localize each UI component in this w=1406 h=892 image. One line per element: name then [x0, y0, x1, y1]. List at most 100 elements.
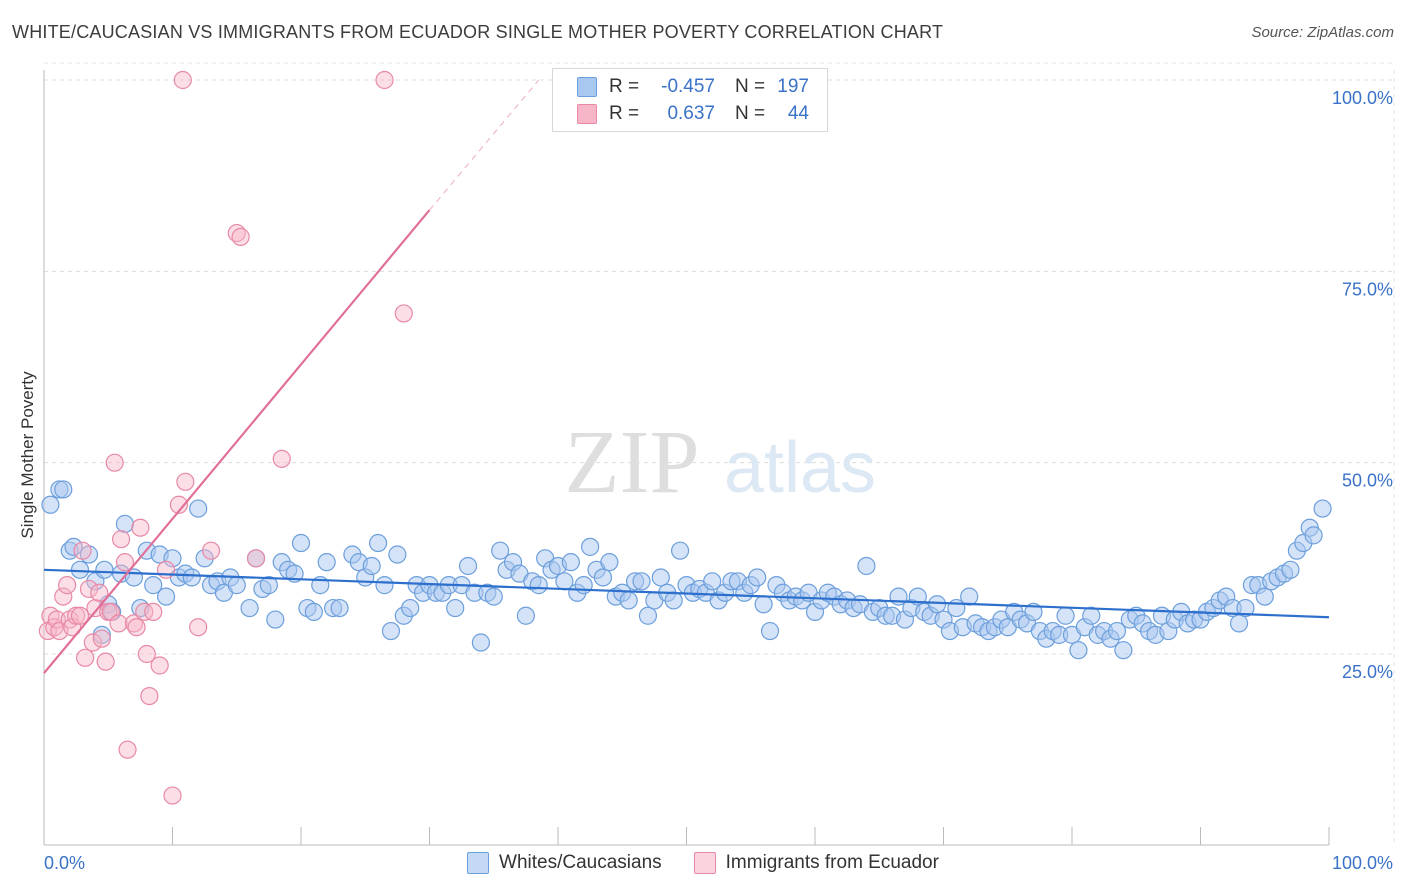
series-legend: Whites/Caucasians Immigrants from Ecuado…	[0, 852, 1406, 874]
point-whites	[144, 576, 163, 595]
legend-label-whites: Whites/Caucasians	[499, 852, 662, 873]
point-ecuador	[176, 472, 195, 491]
point-ecuador	[150, 656, 169, 675]
ecuador-series	[38, 70, 413, 805]
point-ecuador	[163, 786, 182, 805]
point-ecuador	[189, 618, 208, 637]
point-ecuador	[76, 648, 95, 667]
point-whites	[638, 606, 658, 625]
legend-swatch-pink	[577, 103, 597, 124]
point-ecuador	[105, 453, 124, 472]
point-whites	[1313, 499, 1332, 518]
point-whites	[1255, 587, 1274, 606]
point-whites	[388, 545, 407, 564]
source-label: Source: ZipAtlas.com	[1251, 24, 1394, 41]
legend-item-ecuador[interactable]: Immigrants from Ecuador	[693, 852, 939, 874]
point-whites	[1107, 621, 1127, 641]
tick-labels: 25.0% 50.0% 75.0% 100.0% 0.0% 100.0%	[44, 88, 1393, 873]
point-whites	[574, 576, 593, 595]
point-ecuador	[169, 495, 189, 514]
point-ecuador	[67, 606, 86, 625]
point-whites	[593, 568, 613, 587]
legend-swatch-blue	[467, 852, 490, 874]
point-whites	[115, 514, 135, 533]
point-whites	[182, 568, 201, 587]
point-whites	[1114, 641, 1133, 660]
point-whites	[95, 560, 114, 579]
legend-swatch-blue	[577, 76, 597, 97]
point-whites	[291, 533, 311, 553]
watermark: ZIP atlas	[565, 413, 877, 512]
point-whites	[330, 598, 349, 618]
point-whites	[369, 533, 388, 553]
axes	[43, 70, 1330, 846]
x-tick-label-end: 100.0%	[1332, 853, 1393, 873]
point-whites	[1056, 606, 1075, 625]
point-whites	[960, 587, 979, 606]
legend-row-whites: R = -0.457 N = 197	[553, 73, 809, 100]
point-whites	[1069, 641, 1088, 660]
point-ecuador	[47, 610, 66, 629]
point-ecuador	[173, 70, 192, 90]
watermark-zip: ZIP	[565, 413, 700, 512]
legend-label-ecuador: Immigrants from Ecuador	[725, 852, 939, 873]
point-whites	[70, 560, 90, 579]
point-whites	[401, 598, 420, 618]
point-whites	[619, 591, 638, 610]
point-whites	[703, 572, 722, 591]
point-whites	[748, 568, 767, 587]
point-ecuador	[156, 560, 176, 579]
point-whites	[304, 602, 323, 622]
legend-item-whites[interactable]: Whites/Caucasians	[467, 852, 662, 874]
point-whites	[259, 576, 278, 595]
point-ecuador	[246, 549, 266, 568]
point-whites	[1024, 602, 1043, 622]
point-whites	[471, 633, 490, 652]
point-whites	[664, 591, 683, 610]
whites-series	[41, 480, 1332, 660]
point-whites	[600, 553, 619, 572]
legend-n-label: N =	[735, 75, 766, 97]
point-ecuador	[127, 618, 146, 637]
point-whites	[54, 480, 73, 499]
point-ecuador	[70, 606, 90, 625]
point-ecuador	[109, 614, 128, 633]
point-ecuador	[131, 518, 150, 537]
gridlines	[44, 62, 1395, 845]
point-whites	[1304, 526, 1323, 545]
point-ecuador	[231, 227, 250, 246]
point-whites	[491, 541, 510, 560]
point-ecuador	[144, 602, 163, 622]
point-whites	[1236, 598, 1255, 618]
point-whites	[529, 576, 548, 595]
point-whites	[446, 598, 465, 618]
point-whites	[760, 621, 780, 641]
point-ecuador	[394, 304, 413, 323]
point-whites	[375, 576, 394, 595]
y-tick-label: 75.0%	[1342, 279, 1393, 299]
point-whites	[927, 595, 947, 614]
y-axis-label: Single Mother Poverty	[18, 371, 37, 539]
point-whites	[381, 621, 401, 641]
point-whites	[1082, 606, 1101, 625]
legend-r-value: 0.637	[667, 102, 715, 124]
point-whites	[317, 553, 336, 572]
point-ecuador	[375, 70, 394, 90]
point-ecuador	[79, 579, 99, 599]
point-whites	[484, 587, 503, 606]
correlation-legend: R = -0.457 N = 197 R = 0.637 N = 44	[552, 68, 828, 132]
point-whites	[156, 587, 176, 606]
legend-n-value: 44	[787, 102, 809, 124]
point-whites	[581, 537, 600, 556]
trend-ecuador	[43, 209, 431, 674]
point-whites	[266, 610, 285, 629]
y-tick-label: 100.0%	[1332, 88, 1393, 108]
watermark-atlas: atlas	[724, 428, 876, 508]
point-ecuador	[115, 553, 135, 572]
point-ecuador	[118, 740, 137, 759]
point-ecuador	[92, 629, 111, 648]
point-ecuador	[201, 541, 221, 560]
point-whites	[632, 572, 651, 591]
point-whites	[64, 537, 83, 556]
